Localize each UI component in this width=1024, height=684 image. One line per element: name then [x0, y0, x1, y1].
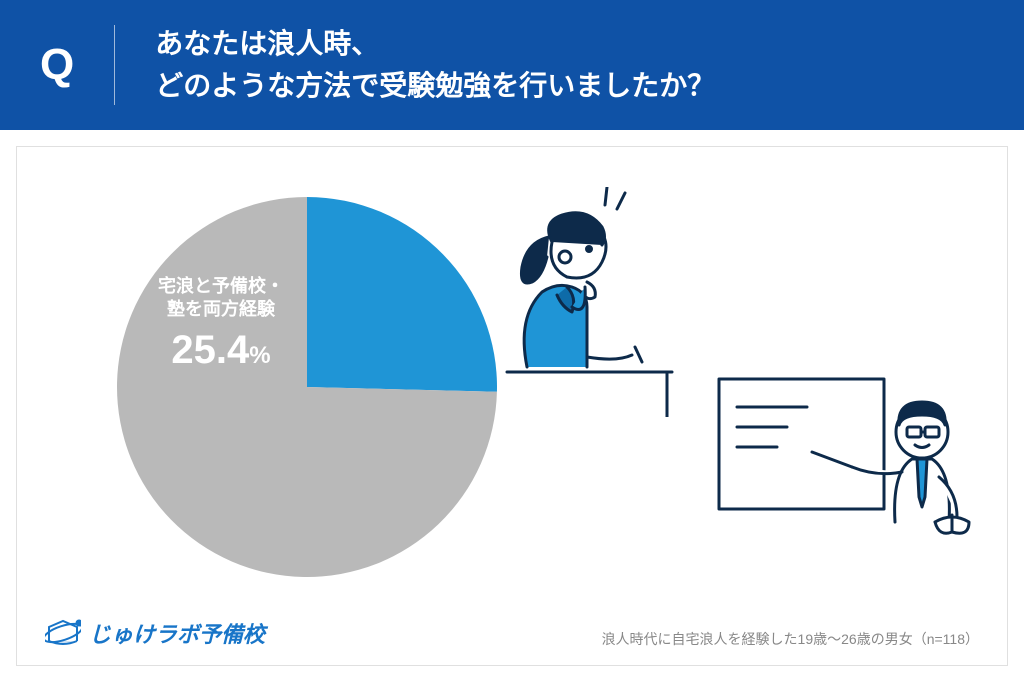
slice-percent: 25.4% [141, 328, 301, 373]
footer: じゅけラボ予備校 浪人時代に自宅浪人を経験した19歳〜26歳の男女（n=118） [45, 617, 979, 649]
slice-label-line-2: 塾を両方経験 [167, 299, 275, 319]
footnote-text: 浪人時代に自宅浪人を経験した19歳〜26歳の男女（n=118） [602, 629, 979, 649]
question-line-1: あなたは浪人時、 [155, 28, 379, 59]
logo-icon [45, 617, 81, 649]
slice-label: 宅浪と予備校・ 塾を両方経験 25.4% [141, 275, 301, 373]
content-panel: 宅浪と予備校・ 塾を両方経験 25.4% [16, 146, 1008, 666]
slice-label-line-1: 宅浪と予備校・ [158, 276, 284, 296]
question-line-2: どのような方法で受験勉強を行いましたか？ [155, 70, 715, 101]
question-text: あなたは浪人時、 どのような方法で受験勉強を行いましたか？ [115, 23, 715, 107]
logo: じゅけラボ予備校 [45, 617, 265, 649]
pie-chart: 宅浪と予備校・ 塾を両方経験 25.4% [117, 197, 497, 582]
teacher-illustration [717, 377, 987, 602]
header-bar: Q あなたは浪人時、 どのような方法で受験勉強を行いましたか？ [0, 0, 1024, 130]
logo-text: じゅけラボ予備校 [89, 617, 265, 649]
student-illustration [457, 187, 677, 422]
question-mark: Q [40, 25, 115, 105]
